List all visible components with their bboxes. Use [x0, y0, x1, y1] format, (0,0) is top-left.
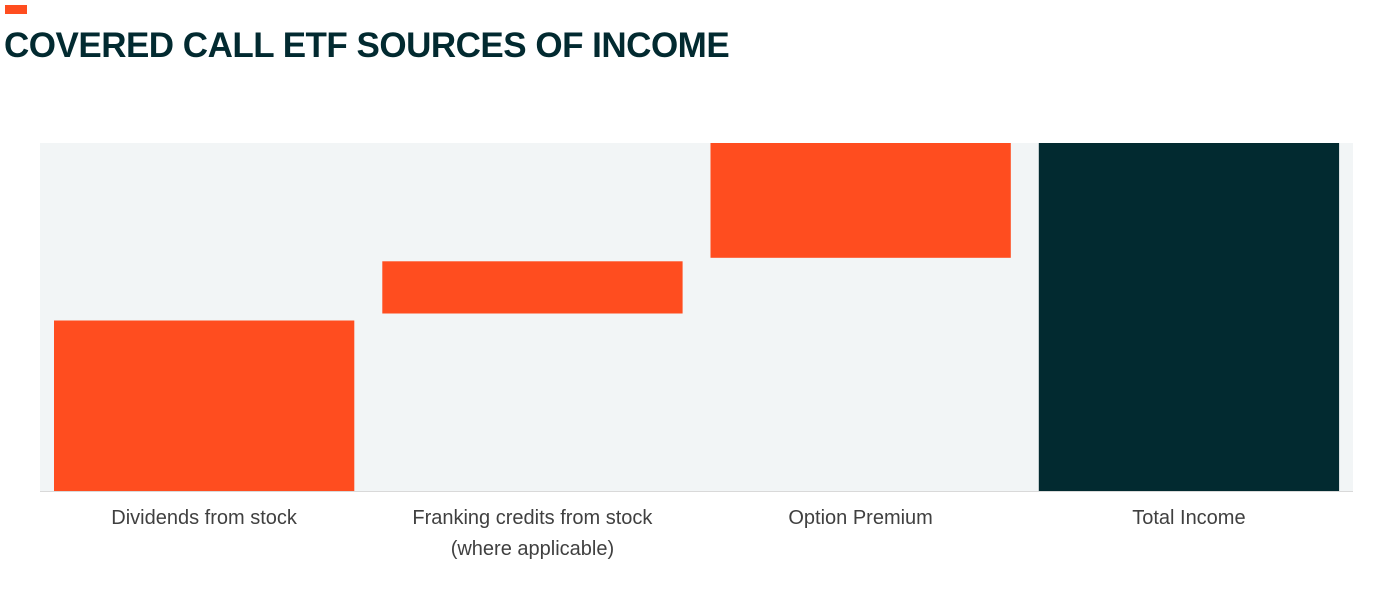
category-label-1: Franking credits from stock (where applic…	[412, 507, 653, 560]
bar-1	[382, 261, 683, 314]
bar-2	[710, 143, 1011, 258]
chart-title: COVERED CALL ETF SOURCES OF INCOME	[4, 26, 730, 65]
bar-3	[1038, 143, 1340, 491]
category-label-0-line-0: Dividends from stock	[111, 507, 298, 529]
category-label-2: Option Premium	[788, 507, 933, 529]
category-label-3-line-0: Total Income	[1132, 507, 1245, 529]
category-label-1-line-1: (where applicable)	[451, 538, 614, 560]
category-label-2-line-0: Option Premium	[788, 507, 933, 529]
bar-group	[54, 143, 1340, 491]
category-label-3: Total Income	[1132, 507, 1245, 529]
category-label-0: Dividends from stock	[111, 507, 298, 529]
bar-0	[54, 320, 355, 491]
category-labels: Dividends from stock Franking credits fro…	[111, 507, 1245, 560]
category-label-1-line-0: Franking credits from stock	[412, 507, 653, 529]
title-accent-bar	[5, 5, 27, 14]
